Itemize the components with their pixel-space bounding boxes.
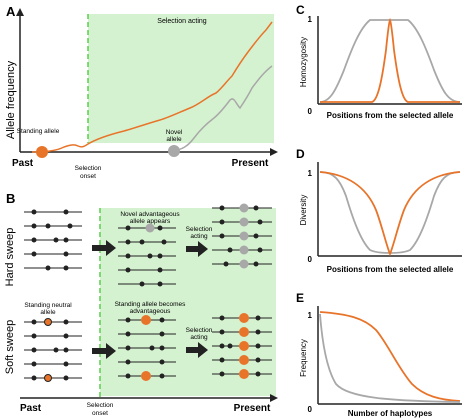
panel-b-selection-acting-label-2: acting — [190, 233, 208, 240]
hard-sweep-swept-alleles — [239, 203, 249, 269]
panel-a-past-label: Past — [12, 158, 34, 169]
panel-d-y-top: 1 — [308, 169, 313, 178]
panel-c-orange-curve — [320, 17, 460, 103]
panel-e-letter: E — [296, 291, 304, 305]
soft-sweep-group-2-loci — [125, 317, 165, 379]
soft-sweep-group-3-loci — [219, 315, 261, 377]
soft-sweep-advantageous-allele-2 — [141, 371, 151, 381]
panel-e: E 1 0 Frequency Number of haplotypes — [296, 291, 462, 418]
panel-b-selection-onset-label-1: Selection — [87, 402, 114, 409]
panel-a-standing-allele-label: Standing allele — [17, 128, 60, 135]
panel-a: A Allele frequency Selection acting Stan… — [5, 4, 278, 180]
panel-a-standing-allele-trajectory — [31, 21, 273, 153]
panel-c-ylabel: Homozygosity — [299, 37, 308, 87]
soft-sweep-arrow-1 — [92, 343, 116, 359]
panel-a-ylabel: Allele frequency — [5, 60, 17, 139]
panel-d-xlabel: Positions from the selected allele — [327, 265, 454, 274]
panel-b-hard-sweep-label: Hard sweep — [4, 228, 16, 287]
panel-c-xlabel: Positions from the selected allele — [327, 111, 454, 120]
soft-sweep-standing-allele-1 — [44, 318, 52, 326]
panel-a-y-arrowhead — [16, 8, 24, 16]
panel-c-gray-curve — [319, 19, 461, 103]
panel-b-novel-adv-label-2: allele appears — [130, 218, 171, 225]
panel-b-present-label: Present — [234, 403, 271, 414]
panel-c-y-top: 1 — [308, 15, 313, 24]
panel-c-y-bottom: 0 — [308, 107, 313, 116]
panel-b-standing-becomes-label-1: Standing allele becomes — [115, 301, 187, 308]
panel-b-standing-neutral-label-1: Standing neutral — [24, 302, 72, 309]
panel-c: C 1 0 Homozygosity Positions from the se… — [296, 3, 462, 120]
panel-d-gray-curve — [319, 171, 461, 254]
hard-sweep-arrow-1 — [92, 240, 116, 256]
panel-e-ylabel: Frequency — [299, 339, 308, 377]
hard-sweep-group-2-loci — [125, 225, 167, 287]
soft-sweep-swept-alleles — [239, 313, 249, 379]
panel-b-standing-becomes-label-2: advantageous — [130, 308, 172, 315]
panel-a-x-arrowhead — [270, 148, 278, 156]
panel-b: B Hard sweep Soft sweep Novel advantageo… — [4, 191, 278, 417]
hard-sweep-arrow-2 — [186, 241, 208, 257]
panel-b-selection-onset-label-2: onset — [92, 410, 108, 417]
panel-a-selection-onset-label-1: Selection — [75, 165, 102, 172]
panel-e-y-top: 1 — [308, 311, 313, 320]
soft-sweep-advantageous-allele-1 — [141, 315, 151, 325]
panel-a-selection-acting-label: Selection acting — [157, 18, 207, 25]
panel-a-standing-allele-dot — [36, 146, 48, 158]
panel-b-letter: B — [6, 191, 15, 206]
panel-c-letter: C — [296, 3, 305, 17]
panel-a-novel-allele-trajectory — [171, 65, 273, 152]
panel-a-present-label: Present — [232, 158, 269, 169]
panel-b-past-label: Past — [20, 403, 42, 414]
soft-sweep-standing-allele-2 — [44, 374, 52, 382]
panel-d-ylabel: Diversity — [299, 195, 308, 226]
panel-a-letter: A — [6, 4, 16, 19]
panel-e-y-bottom: 0 — [308, 405, 313, 414]
panel-a-novel-allele-label-2: allele — [166, 136, 182, 143]
panel-b-selection-acting-label-1: Selection — [186, 226, 213, 233]
soft-sweep-group-1-loci — [31, 319, 69, 381]
panel-a-novel-allele-label-1: Novel — [166, 129, 183, 136]
hard-sweep-group-1-loci — [31, 209, 73, 271]
panel-d-orange-curve — [319, 171, 461, 257]
panel-e-xlabel: Number of haplotypes — [348, 409, 433, 418]
panel-b-selection-acting2-label-1: Selection — [186, 327, 213, 334]
soft-sweep-arrow-2 — [186, 342, 208, 358]
panel-b-standing-neutral-label-2: allele — [40, 309, 56, 316]
hard-sweep-novel-allele — [145, 223, 155, 233]
panel-b-novel-adv-label-1: Novel advantageous — [120, 211, 180, 218]
panel-b-selection-acting2-label-2: acting — [190, 334, 208, 341]
panel-e-orange-curve — [319, 311, 461, 402]
panel-d: D 1 0 Diversity Positions from the selec… — [296, 147, 462, 274]
panel-b-soft-sweep-label: Soft sweep — [4, 320, 16, 374]
panel-d-letter: D — [296, 147, 305, 161]
panel-a-selection-region — [88, 14, 274, 143]
panel-d-y-bottom: 0 — [308, 255, 313, 264]
hard-sweep-group-3-loci — [219, 205, 263, 267]
panel-a-selection-onset-label-2: onset — [80, 173, 96, 180]
panel-b-timeline-arrowhead — [270, 394, 278, 402]
panel-e-gray-curve — [319, 313, 461, 403]
panel-a-novel-allele-dot — [168, 145, 180, 157]
